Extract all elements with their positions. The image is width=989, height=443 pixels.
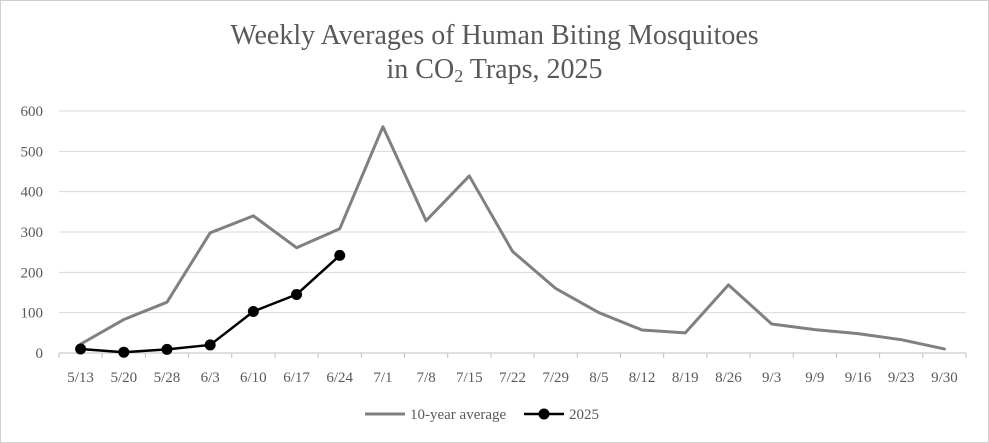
data-point-2025-5/13 — [75, 343, 87, 355]
x-tick-label-7/8: 7/8 — [417, 370, 436, 386]
x-tick-label-9/3: 9/3 — [762, 370, 781, 386]
x-tick-label-5/20: 5/20 — [110, 370, 137, 386]
legend-marker-2025 — [538, 408, 550, 420]
y-tick-label-400: 400 — [21, 185, 44, 201]
x-tick-label-6/24: 6/24 — [326, 370, 353, 386]
data-point-2025-5/20 — [118, 346, 130, 358]
chart-title-line-2-post: Traps, 2025 — [463, 54, 603, 85]
x-tick-label-9/16: 9/16 — [845, 370, 872, 386]
chart-title-line-2: in CO2 Traps, 2025 — [1, 53, 988, 87]
y-tick-label-300: 300 — [21, 225, 44, 241]
legend-label-2025: 2025 — [569, 407, 599, 423]
x-tick-label-7/1: 7/1 — [373, 370, 392, 386]
x-tick-label-8/5: 8/5 — [589, 370, 608, 386]
y-tick-labels: 0 100 200 300 400 500 600 — [21, 104, 44, 362]
x-tick-label-8/26: 8/26 — [715, 370, 742, 386]
x-tick-label-6/10: 6/10 — [240, 370, 267, 386]
x-tick-label-7/29: 7/29 — [542, 370, 569, 386]
data-point-2025-6/24 — [334, 249, 346, 261]
data-point-2025-6/3 — [204, 339, 216, 351]
data-point-2025-6/17 — [291, 289, 303, 301]
x-tick-labels: 5/13 5/20 5/28 6/3 6/10 6/17 6/24 7/1 7/8 7/15 7/2… — [67, 370, 957, 386]
chart-title: Weekly Averages of Human Biting Mosquito… — [1, 19, 988, 87]
y-tick-label-500: 500 — [21, 144, 44, 160]
x-tick-label-9/9: 9/9 — [805, 370, 824, 386]
series-lines — [75, 125, 946, 358]
gridlines — [59, 110, 966, 314]
x-tick-label-5/13: 5/13 — [67, 370, 94, 386]
legend: 10-year average 2025 — [365, 407, 599, 423]
chart-title-line-1: Weekly Averages of Human Biting Mosquito… — [230, 20, 759, 51]
series-10-year-average — [79, 125, 946, 351]
legend-label-10-year-average: 10-year average — [410, 407, 507, 423]
data-point-2025-6/10 — [247, 305, 259, 317]
x-tick-label-5/28: 5/28 — [154, 370, 181, 386]
x-tick-label-9/23: 9/23 — [888, 370, 915, 386]
x-tick-label-6/3: 6/3 — [201, 370, 220, 386]
legend-item-10-year-average: 10-year average — [365, 407, 507, 423]
y-tick-label-0: 0 — [36, 346, 44, 362]
series-line-10-year-average — [79, 125, 946, 351]
y-tick-label-600: 600 — [21, 104, 44, 120]
data-point-2025-5/28 — [161, 343, 173, 355]
series-2025 — [75, 249, 346, 358]
chart-title-line-2-pre: in CO — [386, 54, 455, 85]
series-line-2025 — [79, 254, 341, 354]
x-tick-label-6/17: 6/17 — [283, 370, 310, 386]
x-tick-label-8/19: 8/19 — [672, 370, 699, 386]
x-tick-label-8/12: 8/12 — [629, 370, 656, 386]
y-tick-label-200: 200 — [21, 265, 44, 281]
x-tick-label-9/30: 9/30 — [931, 370, 958, 386]
x-tick-label-7/15: 7/15 — [456, 370, 483, 386]
y-tick-label-100: 100 — [21, 306, 44, 322]
x-tick-label-7/22: 7/22 — [499, 370, 526, 386]
chart-title-subscript: 2 — [454, 66, 464, 86]
axes — [58, 352, 967, 358]
legend-item-2025: 2025 — [524, 407, 599, 423]
